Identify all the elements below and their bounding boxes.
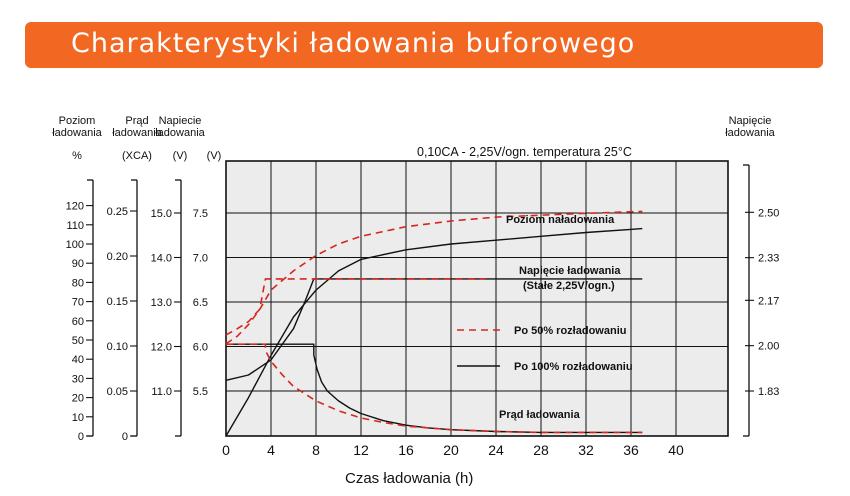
tick-label-charge_level-10: 100 <box>66 239 84 251</box>
tick-label-charge_level-9: 90 <box>72 258 84 270</box>
tick-label-voltage_cell-2: 2.17 <box>758 295 779 307</box>
tick-label-voltage_inner-1: 6.0 <box>193 342 208 354</box>
x-axis-label: Czas ładowania (h) <box>345 470 473 487</box>
x-tick-label-28: 28 <box>533 442 549 458</box>
legend-label-100: Po 100% rozładowaniu <box>514 361 633 373</box>
x-tick-label-40: 40 <box>668 442 684 458</box>
series-group <box>225 210 643 437</box>
tick-label-voltage_battery-0: 11.0 <box>151 386 172 398</box>
legend-label-50: Po 50% rozładowaniu <box>514 325 626 337</box>
series-line-5 <box>226 343 643 434</box>
tick-label-charge_level-4: 40 <box>72 354 84 366</box>
series-line-1 <box>225 210 643 345</box>
axes: 0 4 8 12 16 20 24 28 32 36 40 0 10 20 30 40 50 60 70 80 90 10… <box>66 164 779 458</box>
tick-label-voltage_inner-0: 5.5 <box>193 386 208 398</box>
tick-label-voltage_battery-2: 13.0 <box>151 297 172 309</box>
condition-text: 0,10CA - 2,25V/ogn. temperatura 25°C <box>417 145 632 159</box>
x-tick-label-20: 20 <box>443 442 459 458</box>
tick-label-charge_level-6: 60 <box>72 316 84 328</box>
tick-label-charge_level-11: 110 <box>66 220 84 232</box>
tick-label-voltage_battery-1: 12.0 <box>151 342 172 354</box>
axis-header-voltage_cell-1: ładowania <box>725 127 775 139</box>
annotation-voltage-note: (Stałe 2,25V/ogn.) <box>523 280 615 292</box>
x-tick-label-12: 12 <box>353 442 369 458</box>
tick-label-voltage_battery-4: 15.0 <box>151 208 172 220</box>
plot-background <box>225 160 729 437</box>
tick-label-charge_level-2: 20 <box>72 393 84 405</box>
tick-label-charge_level-3: 30 <box>72 373 84 385</box>
tick-label-current-2: 0.10 <box>107 341 128 353</box>
tick-label-voltage_battery-3: 14.0 <box>151 253 172 265</box>
axis-header-charge_level-2: % <box>72 150 82 162</box>
axis-header-voltage_inner-0: (V) <box>207 150 222 162</box>
x-tick-label-32: 32 <box>578 442 594 458</box>
x-tick-label-36: 36 <box>623 442 639 458</box>
grid <box>226 161 728 436</box>
axis-header-current-0: Prąd <box>125 115 148 127</box>
x-tick-label-4: 4 <box>267 442 275 458</box>
tick-label-voltage_inner-3: 7.0 <box>193 253 208 265</box>
tick-label-voltage_cell-0: 1.83 <box>758 386 779 398</box>
tick-label-current-3: 0.15 <box>107 296 128 308</box>
tick-label-charge_level-12: 120 <box>66 201 84 213</box>
x-tick-label-24: 24 <box>488 442 504 458</box>
axis-header-voltage_battery-2: (V) <box>173 150 188 162</box>
axis-header-voltage_cell-0: Napięcie <box>729 115 772 127</box>
tick-label-charge_level-5: 50 <box>72 335 84 347</box>
axis-header-current-1: ładowania <box>112 127 162 139</box>
series-line-3 <box>225 278 485 336</box>
page-title: Charakterystyki ładowania buforowego <box>71 28 636 59</box>
axis-header-charge_level-1: ładowania <box>52 127 102 139</box>
tick-label-charge_level-7: 70 <box>72 297 84 309</box>
axis-header-current-2: (XCA) <box>122 150 152 162</box>
tick-label-current-0: 0 <box>122 431 128 443</box>
tick-label-voltage_cell-4: 2.50 <box>758 207 779 219</box>
legend: Po 50% rozładowaniu Po 100% rozładowaniu <box>457 325 633 373</box>
axis-header-voltage_battery-1: ładowania <box>155 127 205 139</box>
series-line-0 <box>225 227 643 437</box>
tick-label-current-1: 0.05 <box>107 386 128 398</box>
x-tick-label-16: 16 <box>398 442 414 458</box>
title-banner: Charakterystyki ładowania buforowego <box>25 22 823 68</box>
tick-label-charge_level-1: 10 <box>72 412 84 424</box>
tick-label-voltage_inner-4: 7.5 <box>193 208 208 220</box>
axis-headers: Poziomładowania%Prądładowania(XCA)Napiec… <box>52 115 775 162</box>
annotation-charge: Poziom naładowania <box>506 214 615 226</box>
annotation-current: Prąd ładowania <box>499 409 581 421</box>
tick-label-voltage_cell-3: 2.33 <box>758 253 779 265</box>
axis-header-voltage_battery-0: Napiecie <box>159 115 202 127</box>
axis-header-charge_level-0: Poziom <box>59 115 96 127</box>
tick-label-voltage_inner-2: 6.5 <box>193 297 208 309</box>
x-tick-label-0: 0 <box>222 442 230 458</box>
tick-label-current-5: 0.25 <box>107 206 128 218</box>
tick-label-current-4: 0.20 <box>107 251 128 263</box>
tick-label-charge_level-0: 0 <box>78 431 84 443</box>
x-tick-label-8: 8 <box>312 442 320 458</box>
tick-label-voltage_cell-1: 2.00 <box>758 341 779 353</box>
annotation-voltage: Napięcie ładowania <box>519 265 621 277</box>
tick-label-charge_level-8: 80 <box>72 277 84 289</box>
